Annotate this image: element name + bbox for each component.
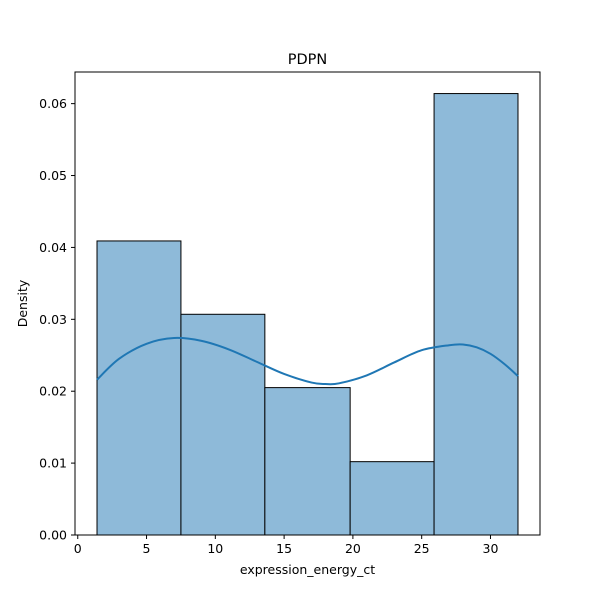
y-tick-label: 0.02 [39,384,67,399]
y-tick-label: 0.06 [39,96,67,111]
y-tick-label: 0.03 [39,312,67,327]
y-tick-label: 0.04 [39,240,67,255]
y-axis-ticks: 0.00 0.01 0.02 0.03 0.04 0.05 0.06 [39,96,75,543]
x-tick-label: 0 [74,541,82,556]
chart-title: PDPN [288,52,328,68]
y-tick-label: 0.00 [39,528,67,543]
x-tick-label: 30 [483,541,499,556]
y-tick-label: 0.01 [39,456,67,471]
x-tick-label: 20 [345,541,361,556]
histogram-bar-1 [96,240,182,536]
histogram-bar-3 [264,387,351,536]
histogram-bar-5 [433,93,519,536]
histogram-bars [96,93,519,536]
histogram-bar-4 [349,461,435,536]
x-tick-label: 15 [276,541,292,556]
x-axis-label: expression_energy_ct [240,562,375,577]
x-axis-ticks: 0 5 10 15 20 25 30 [74,535,499,556]
x-tick-label: 10 [207,541,223,556]
x-tick-label: 5 [143,541,151,556]
kde-curve [96,336,519,386]
x-tick-label: 25 [414,541,430,556]
y-axis-label: Density [15,279,30,327]
plot-frame [74,71,541,536]
y-tick-label: 0.05 [39,168,67,183]
histogram-bar-2 [180,313,266,536]
